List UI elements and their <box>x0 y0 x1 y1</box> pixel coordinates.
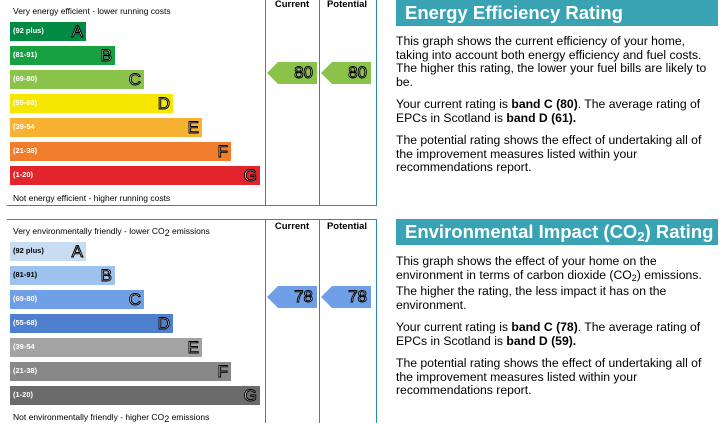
potential-rating-value: 80 <box>348 63 368 83</box>
band-letter: B <box>100 266 112 286</box>
current-rating-arrow: 80 <box>267 62 317 84</box>
band-f: (21-38) F <box>10 142 231 162</box>
band-g: (1-20) G <box>10 386 260 406</box>
current-rating-paragraph: Your current rating is band C (78). The … <box>396 320 701 348</box>
energy-rating-chart: Current Potential Very energy efficient … <box>7 0 377 206</box>
column-divider <box>319 0 320 205</box>
description-paragraph: This graph shows the current efficiency … <box>396 34 707 89</box>
band-e: (39-54 E <box>10 118 202 138</box>
band-range-label: (55-68) <box>13 98 38 107</box>
band-d: (55-68) D <box>10 314 173 334</box>
band-range-label: (92 plus) <box>13 246 44 255</box>
band-letter: G <box>243 166 257 186</box>
band-range-label: (69-80) <box>13 294 38 303</box>
current-column-header: Current <box>274 221 310 232</box>
energy-efficiency-panel: Energy Efficiency Rating This graph show… <box>396 0 718 175</box>
band-a: (92 plus) A <box>10 22 86 42</box>
top-caption: Very energy efficient - lower running co… <box>13 6 171 16</box>
band-range-label: (1-20) <box>13 170 34 179</box>
current-rating-arrow: 78 <box>267 286 317 308</box>
band-letter: G <box>243 386 257 406</box>
band-range-label: (55-68) <box>13 318 38 327</box>
current-rating-value: 80 <box>294 63 314 83</box>
band-letter: B <box>100 46 112 66</box>
band-range-label: (21-38) <box>13 366 38 375</box>
current-rating-paragraph: Your current rating is band C (80). The … <box>396 97 701 125</box>
band-b: (81-91) B <box>10 266 115 286</box>
band-range-label: (39-54 <box>13 122 35 131</box>
band-letter: A <box>71 242 83 262</box>
band-range-label: (81-91) <box>13 50 38 59</box>
current-rating-value: 78 <box>294 287 314 307</box>
band-letter: E <box>187 118 199 138</box>
band-a: (92 plus) A <box>10 242 86 262</box>
band-range-label: (81-91) <box>13 270 38 279</box>
potential-rating-arrow: 80 <box>321 62 371 84</box>
environmental-rating-chart: Current Potential Very environmentally f… <box>7 219 377 424</box>
current-column-header: Current <box>274 0 310 10</box>
panel-heading: Environmental Impact (CO2) Rating <box>396 219 718 245</box>
band-letter: F <box>217 362 228 382</box>
bottom-caption: Not energy efficient - higher running co… <box>13 193 171 203</box>
potential-column-header: Potential <box>326 0 368 10</box>
band-d: (55-68) D <box>10 94 173 114</box>
band-b: (81-91) B <box>10 46 115 66</box>
bottom-caption: Not environmentally friendly - higher CO… <box>13 412 210 424</box>
potential-column-header: Potential <box>326 221 368 232</box>
column-divider <box>319 220 320 423</box>
column-divider <box>265 220 266 423</box>
band-letter: F <box>217 142 228 162</box>
band-range-label: (92 plus) <box>13 26 44 35</box>
band-range-label: (21-38) <box>13 146 38 155</box>
band-letter: D <box>157 314 170 334</box>
band-letter: E <box>187 338 199 358</box>
band-range-label: (1-20) <box>13 390 34 399</box>
band-e: (39-54 E <box>10 338 202 358</box>
column-divider <box>265 0 266 205</box>
potential-rating-paragraph: The potential rating shows the effect of… <box>396 356 702 397</box>
top-caption: Very environmentally friendly - lower CO… <box>13 226 210 238</box>
band-letter: C <box>128 70 141 90</box>
description-paragraph: This graph shows the effect of your home… <box>396 254 702 312</box>
band-letter: C <box>128 290 141 310</box>
band-c: (69-80) C <box>10 290 144 310</box>
band-c: (69-80) C <box>10 70 144 90</box>
potential-rating-arrow: 78 <box>321 286 371 308</box>
band-f: (21-38) F <box>10 362 231 382</box>
band-letter: D <box>157 94 170 114</box>
environmental-impact-panel: Environmental Impact (CO2) Rating This g… <box>396 219 718 398</box>
band-g: (1-20) G <box>10 166 260 186</box>
band-range-label: (39-54 <box>13 342 35 351</box>
panel-heading: Energy Efficiency Rating <box>396 0 718 26</box>
band-letter: A <box>71 22 83 42</box>
band-range-label: (69-80) <box>13 74 38 83</box>
potential-rating-paragraph: The potential rating shows the effect of… <box>396 133 702 174</box>
potential-rating-value: 78 <box>348 287 368 307</box>
